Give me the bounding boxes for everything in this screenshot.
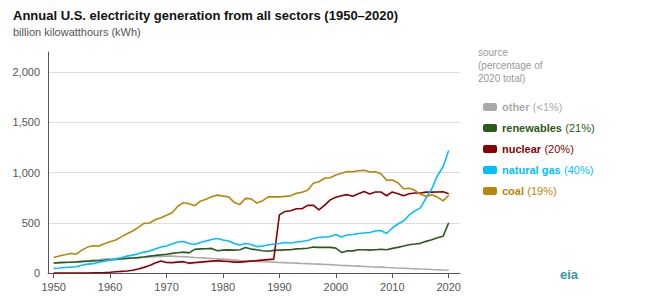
svg-text:2,000: 2,000: [12, 66, 40, 78]
svg-text:eia: eia: [560, 267, 579, 282]
svg-text:renewables: renewables: [502, 122, 562, 134]
svg-text:1970: 1970: [154, 281, 178, 293]
svg-text:nuclear: nuclear: [502, 143, 542, 155]
svg-text:(40%): (40%): [564, 164, 593, 176]
svg-text:500: 500: [22, 217, 40, 229]
svg-text:(<1%): (<1%): [533, 101, 563, 113]
svg-text:2020 total): 2020 total): [478, 73, 525, 84]
svg-text:coal: coal: [502, 185, 524, 197]
svg-text:1,500: 1,500: [12, 116, 40, 128]
svg-text:other: other: [502, 101, 530, 113]
svg-text:1950: 1950: [41, 281, 65, 293]
svg-text:natural gas: natural gas: [502, 164, 561, 176]
svg-text:2000: 2000: [324, 281, 348, 293]
svg-text:billion kilowatthours (kWh): billion kilowatthours (kWh): [13, 26, 141, 38]
svg-text:Annual U.S. electricity genera: Annual U.S. electricity generation from …: [13, 8, 398, 23]
svg-text:(21%): (21%): [565, 122, 594, 134]
svg-text:(19%): (19%): [527, 185, 556, 197]
svg-text:0: 0: [34, 267, 40, 279]
svg-text:1,000: 1,000: [12, 167, 40, 179]
svg-text:source: source: [478, 47, 508, 58]
svg-text:(20%): (20%): [544, 143, 573, 155]
svg-text:1990: 1990: [267, 281, 291, 293]
svg-text:2020: 2020: [436, 281, 460, 293]
svg-text:1960: 1960: [98, 281, 122, 293]
svg-text:(percentage of: (percentage of: [478, 60, 543, 71]
svg-text:1980: 1980: [211, 281, 235, 293]
svg-text:2010: 2010: [380, 281, 404, 293]
